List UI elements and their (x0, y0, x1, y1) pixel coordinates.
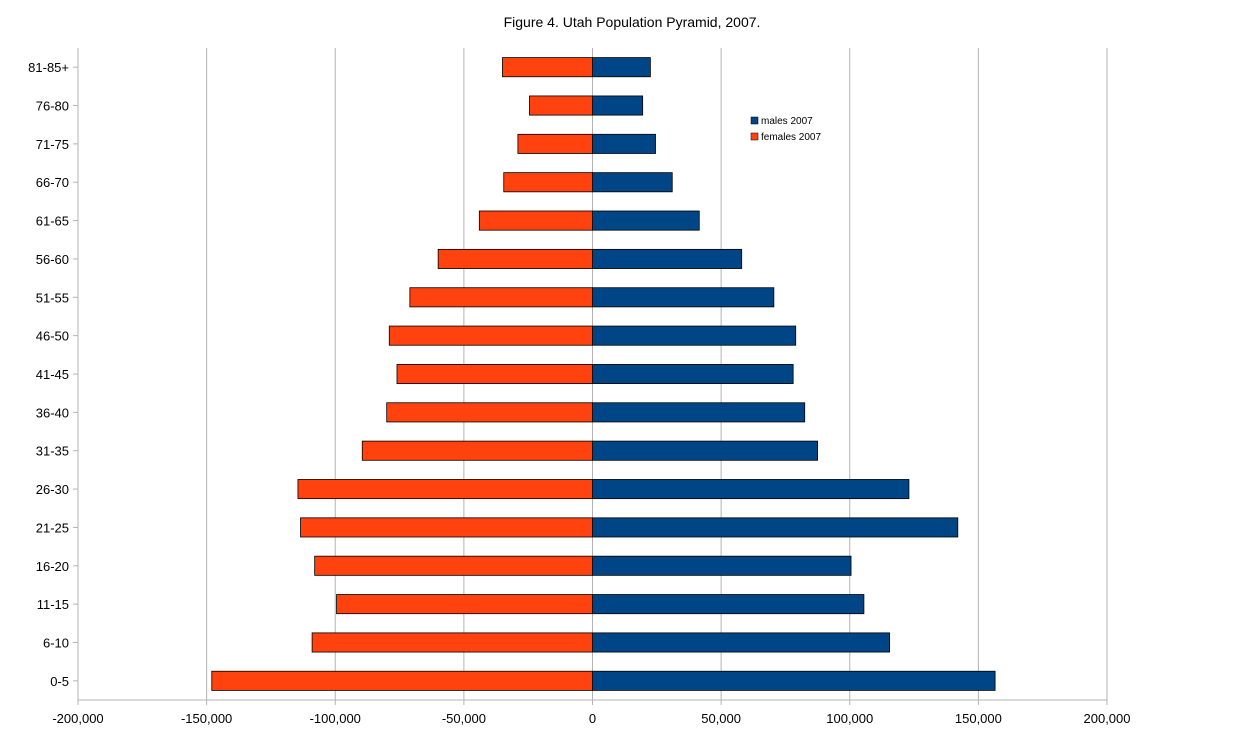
legend: males 2007 females 2007 (750, 116, 821, 143)
bar-males-56-60 (592, 248, 743, 269)
bar-females-31-35 (361, 440, 593, 461)
bar-males-36-40 (592, 402, 806, 423)
chart-title: Figure 4. Utah Population Pyramid, 2007. (504, 14, 761, 30)
legend-swatch-males (750, 116, 759, 125)
y-tick-label-76-80: 76-80 (36, 99, 69, 114)
y-axis-labels: 0-5 6-10 11-15 16-20 21-25 26-30 31-35 36-40 41-… (28, 60, 78, 689)
y-tick-label-36-40: 36-40 (36, 405, 69, 420)
x-tick-label-6: 100,000 (826, 711, 873, 726)
x-tick-label-8: 200,000 (1084, 711, 1131, 726)
y-tick-label-41-45: 41-45 (36, 367, 69, 382)
y-tick-label-81-85+: 81-85+ (28, 60, 69, 75)
bar-males-81-85+ (592, 57, 651, 78)
bar-females-51-55 (409, 287, 593, 308)
legend-label-males: males 2007 (761, 116, 813, 127)
bar-females-46-50 (388, 325, 593, 346)
y-tick-label-6-10: 6-10 (43, 635, 69, 650)
y-tick-label-71-75: 71-75 (36, 137, 69, 152)
bar-males-26-30 (592, 479, 910, 500)
x-tick-label-0: -200,000 (52, 711, 103, 726)
x-tick-label-3: -50,000 (442, 711, 486, 726)
bar-females-41-45 (396, 364, 593, 384)
y-tick-label-0-5: 0-5 (50, 674, 69, 689)
bar-females-26-30 (297, 479, 593, 500)
y-tick-label-21-25: 21-25 (36, 520, 69, 535)
bar-females-71-75 (517, 133, 593, 154)
legend-swatch-females (750, 132, 759, 141)
y-tick-label-16-20: 16-20 (36, 559, 69, 574)
y-tick-label-66-70: 66-70 (36, 175, 69, 190)
bar-males-66-70 (592, 172, 673, 193)
bar-females-0-5 (211, 670, 593, 691)
bar-males-51-55 (592, 287, 775, 308)
bar-males-41-45 (592, 364, 794, 384)
y-tick-label-26-30: 26-30 (36, 482, 69, 497)
bar-females-36-40 (386, 402, 593, 423)
x-tick-label-2: -100,000 (310, 711, 361, 726)
y-tick-label-46-50: 46-50 (36, 329, 69, 344)
bar-males-0-5 (592, 670, 996, 691)
bar-males-11-15 (592, 594, 865, 615)
bar-females-21-25 (300, 517, 593, 538)
y-tick-label-11-15: 11-15 (37, 597, 69, 612)
bar-males-76-80 (592, 95, 644, 116)
bar-females-76-80 (529, 95, 593, 116)
bar-females-56-60 (437, 248, 593, 269)
bar-males-71-75 (592, 133, 656, 154)
x-tick-label-5: 50,000 (701, 711, 741, 726)
legend-label-females: females 2007 (761, 132, 821, 143)
bar-males-16-20 (592, 555, 852, 576)
x-tick-label-1: -150,000 (181, 711, 232, 726)
y-tick-label-56-60: 56-60 (36, 252, 69, 267)
bar-males-46-50 (592, 325, 797, 346)
y-tick-label-31-35: 31-35 (36, 444, 69, 459)
bar-females-6-10 (311, 632, 593, 653)
bar-females-16-20 (314, 555, 593, 576)
bar-males-61-65 (592, 210, 700, 231)
bar-females-66-70 (503, 172, 593, 193)
bar-females-11-15 (336, 594, 593, 615)
x-tick-label-4: 0 (589, 711, 596, 726)
bar-females-61-65 (478, 210, 593, 231)
y-tick-label-51-55: 51-55 (36, 290, 69, 305)
x-tick-label-7: 150,000 (955, 711, 1002, 726)
y-tick-label-61-65: 61-65 (36, 214, 69, 229)
bar-females-81-85+ (502, 57, 593, 78)
bar-males-6-10 (592, 632, 891, 653)
bar-males-31-35 (592, 440, 818, 461)
x-axis-labels: -200,000 -150,000 -100,000 -50,000 0 50,000 10… (52, 700, 1131, 726)
bars (211, 57, 996, 691)
bar-males-21-25 (592, 517, 959, 538)
